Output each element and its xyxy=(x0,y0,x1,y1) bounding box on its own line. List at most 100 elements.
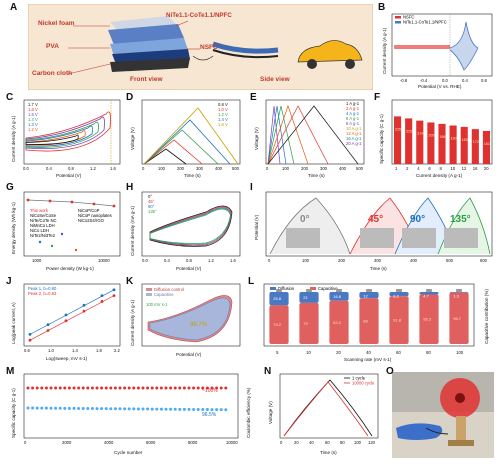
panel-o: O xyxy=(386,366,496,460)
capacity-point xyxy=(90,407,94,411)
panel-g: G This work NiCoSe/CoSe NiTe/CoTe NC NiM… xyxy=(6,182,124,274)
tick: 100 xyxy=(158,166,166,171)
capacity-point xyxy=(113,407,117,411)
battery-cap xyxy=(396,289,402,292)
tick: 400 xyxy=(339,166,347,171)
tick: 5 xyxy=(276,350,279,355)
efficiency-point xyxy=(146,386,150,390)
bar-value-label: 172 xyxy=(473,140,479,144)
y-axis-label: Current density (mA g-1) xyxy=(130,205,135,256)
bar-value-label: 83.2 xyxy=(333,320,342,325)
data-point xyxy=(64,319,68,323)
legend-k-1: Diffusion control xyxy=(154,287,184,292)
bar-value-label: 163 xyxy=(484,142,490,146)
ragone-plot: This work NiCoSe/CoSe NiTe/CoTe NC NiMnC… xyxy=(11,191,121,271)
efficiency-point xyxy=(90,386,94,390)
capacitive-segment xyxy=(329,300,349,344)
bar-value-label: 205 xyxy=(428,133,434,137)
cycling-stability-plot: ~100% 96.5% 0 2000 4000 6000 8000 10000 … xyxy=(11,373,251,455)
capacitive-contribution-cv: Diffusion control Capacitive 100 mV s-1 … xyxy=(130,283,241,357)
efficiency-point xyxy=(150,386,154,390)
x-axis-label: Cycle number xyxy=(114,450,143,455)
efficiency-point xyxy=(196,386,200,390)
legend-g: NiTe/CoTe NC xyxy=(30,218,57,223)
efficiency-point xyxy=(123,386,127,390)
panel-label: L xyxy=(248,276,255,287)
efficiency-point xyxy=(210,386,214,390)
tick: 80 xyxy=(340,440,345,445)
panel-label: D xyxy=(126,92,134,103)
capacity-point xyxy=(169,407,173,411)
angle-label: 90° xyxy=(410,214,425,225)
capacity-point xyxy=(95,407,99,411)
tick: 60 xyxy=(325,440,330,445)
diffusion-segment xyxy=(299,292,319,303)
tick: 0.6 xyxy=(24,348,30,353)
panel-h: H 0° 45° 90° 135° 0.0 0.4 0.8 1.2 1.6 Po… xyxy=(126,182,244,274)
tick: 0 xyxy=(142,166,145,171)
battery-cap xyxy=(426,289,432,292)
capacity-point xyxy=(54,406,58,410)
tick: 6000 xyxy=(146,440,156,445)
legend-g: This work xyxy=(30,208,49,213)
x-axis-label: Power density (W kg-1) xyxy=(46,266,94,271)
bar-value-label: 225 xyxy=(406,129,412,133)
tick: -0.8 xyxy=(400,78,408,83)
efficiency-point xyxy=(164,386,168,390)
diffusion-segment xyxy=(359,292,379,299)
capacity-point xyxy=(26,406,30,410)
efficiency-point xyxy=(31,386,35,390)
legend-c: 1.6 V xyxy=(28,107,38,112)
efficiency-point xyxy=(86,386,90,390)
efficiency-point xyxy=(40,386,44,390)
battery-cap xyxy=(456,289,462,292)
y-axis-label: Voltage (V) xyxy=(130,127,135,150)
panel-label: A xyxy=(10,2,18,13)
legend-d: 1.0 V xyxy=(218,107,228,112)
tick: 100 xyxy=(302,258,310,263)
efficiency-point xyxy=(224,386,228,390)
bar-value-label: 183 xyxy=(462,138,468,142)
tick: 100 xyxy=(456,350,464,355)
x-axis-label: Time (s) xyxy=(184,173,201,178)
capacitive-segment xyxy=(269,305,289,344)
bar xyxy=(449,125,457,164)
label-cathode: NiTe1.1-CoTe1.1/NPFC xyxy=(166,12,232,19)
panel-j: J Peak 1, b=0.80 Peak 2, b=0.83 0.6 1.0 … xyxy=(6,276,124,364)
legend-b-1: NSFC xyxy=(403,15,414,20)
rate-capability-bars: Current density (A g-1) Specific capacit… xyxy=(379,99,493,178)
tick: 0.8 xyxy=(481,78,487,83)
efficiency-point xyxy=(26,386,30,390)
capacity-point xyxy=(215,408,219,412)
efficiency-point xyxy=(169,386,173,390)
efficiency-point xyxy=(67,386,71,390)
gcd-current-densities: 1 A g-1 2 A g-1 4 A g-1 6 A g-1 8 A g-1 … xyxy=(254,99,365,178)
legend-h: 45° xyxy=(148,199,155,204)
legend-d: 1.4 V xyxy=(218,117,228,122)
bar-value-label: 4.7 xyxy=(423,294,429,299)
efficiency-point xyxy=(81,386,85,390)
tick: 6 xyxy=(428,166,431,171)
data-point xyxy=(82,309,86,313)
panel-n: N 1 cycle 10000 cycle 0 20 40 60 80 100 … xyxy=(264,366,382,460)
y-axis-label: Current density (A g-1) xyxy=(130,299,135,346)
tick: 1 xyxy=(395,166,398,171)
label-nickel-foam: Nickel foam xyxy=(38,20,75,27)
panel-label: I xyxy=(250,182,253,193)
tick: 0.8 xyxy=(68,166,74,171)
legend-j-1: Peak 1, b=0.80 xyxy=(28,286,57,291)
efficiency-point xyxy=(100,386,104,390)
legend-d: 0.8 V xyxy=(218,102,228,107)
legend-n-2: 10000 cycle xyxy=(352,381,375,386)
fan-demo-photo xyxy=(392,372,494,458)
panel-f: F Current density (A g-1) Specific capac… xyxy=(374,92,496,180)
bending-cv-plot: 0° 45° 90° 135° 0.0 0.4 0.8 1.2 1.6 Pote… xyxy=(130,191,241,271)
panel-label: K xyxy=(126,276,134,287)
tick: 400 xyxy=(410,258,418,263)
capacity-point xyxy=(44,406,48,410)
capacity-point xyxy=(164,407,168,411)
tick: 100 xyxy=(282,166,290,171)
efficiency-point xyxy=(109,386,113,390)
tick: 200 xyxy=(338,258,346,263)
tick: 16 xyxy=(473,166,478,171)
